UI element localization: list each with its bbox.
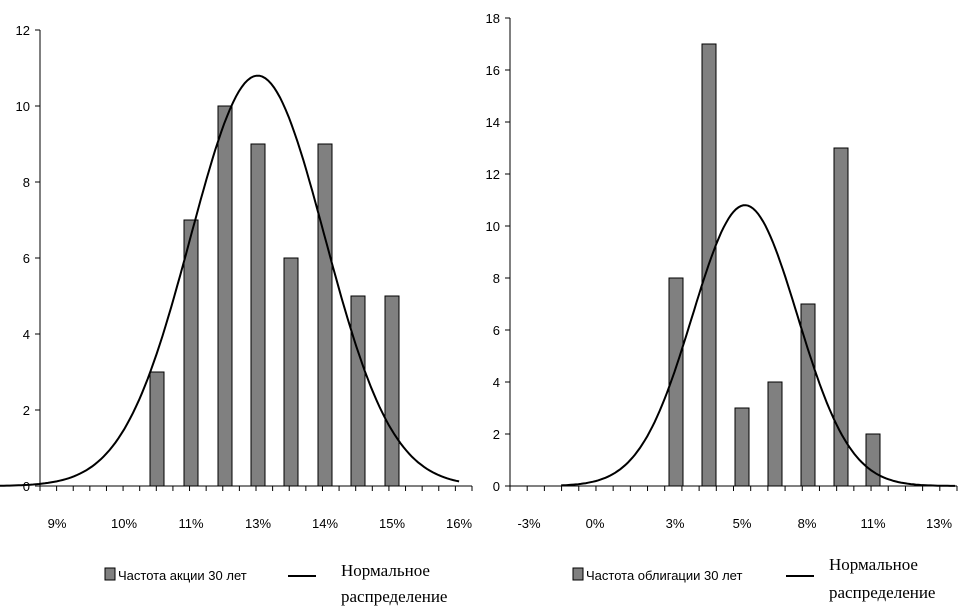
x-tick-label: 10%: [111, 516, 137, 531]
y-tick-label: 12: [486, 167, 500, 182]
bar: [283, 257, 299, 487]
bar: [350, 295, 366, 487]
bars: [149, 105, 400, 487]
x-tick-label: 5%: [733, 516, 752, 531]
chart-bonds: 0 2 4 6 8 10 12 14 16 18 -3% 0% 3% 5% 8% 11% 13% Частота …: [483, 0, 966, 607]
y-tick-label: 4: [493, 375, 500, 390]
bar: [833, 147, 849, 487]
y-tick-label: 10: [16, 99, 30, 114]
legend-bar-label: Частота акции 30 лет: [118, 568, 247, 583]
x-tick-label: 13%: [245, 516, 271, 531]
bar: [384, 295, 400, 487]
y-tick-label: 12: [16, 23, 30, 38]
legend: Частота облигации 30 лет Нормальное распре…: [572, 555, 935, 602]
bars: [668, 43, 881, 487]
bar: [865, 433, 881, 487]
x-tick-label: 8%: [798, 516, 817, 531]
bar: [734, 407, 750, 487]
y-tick-label: 8: [23, 175, 30, 190]
bar: [250, 143, 266, 487]
legend: Частота акции 30 лет Нормальное распределе…: [104, 561, 447, 606]
bar: [668, 277, 684, 487]
y-tick-label: 16: [486, 63, 500, 78]
x-tick-label: -3%: [517, 516, 541, 531]
x-tick-label: 11%: [860, 516, 885, 531]
legend-bar-swatch: [104, 567, 116, 581]
y-tick-label: 18: [486, 11, 500, 26]
bar: [183, 219, 199, 487]
x-tick-label: 3%: [666, 516, 685, 531]
legend-line-label-1: Нормальное: [341, 561, 430, 580]
y-tick-label: 0: [493, 479, 500, 494]
axes: 0 2 4 6 8 10 12 14 16 18 -3% 0% 3% 5% 8% 11% 13%: [486, 11, 958, 531]
x-tick-label: 16%: [446, 516, 472, 531]
legend-line-label-1: Нормальное: [829, 555, 918, 574]
y-tick-label: 2: [23, 403, 30, 418]
y-tick-label: 10: [486, 219, 500, 234]
bar: [767, 381, 783, 487]
legend-bar-swatch: [572, 567, 584, 581]
normal-curve: [561, 204, 956, 487]
bar: [800, 303, 816, 487]
y-tick-label: 8: [493, 271, 500, 286]
chart-bonds-svg: 0 2 4 6 8 10 12 14 16 18 -3% 0% 3% 5% 8% 11% 13% Частота …: [486, 11, 958, 602]
bar: [217, 105, 233, 487]
y-tick-label: 6: [23, 251, 30, 266]
x-tick-label: 15%: [379, 516, 405, 531]
x-tick-label: 11%: [178, 516, 203, 531]
y-tick-label: 2: [493, 427, 500, 442]
legend-line-label-2: распределение: [829, 583, 935, 602]
bar: [317, 143, 333, 487]
normal-curve: [0, 74, 460, 487]
y-tick-label: 0: [23, 479, 30, 494]
x-tick-label: 14%: [312, 516, 338, 531]
y-tick-label: 14: [486, 115, 500, 130]
x-tick-label: 13%: [926, 516, 952, 531]
axes: 0 2 4 6 8 10 12 9% 10% 11% 13% 14% 15% 16%: [16, 23, 473, 531]
legend-line-label-2: распределение: [341, 587, 447, 606]
y-tick-label: 6: [493, 323, 500, 338]
bar: [149, 371, 165, 487]
x-tick-label: 9%: [48, 516, 67, 531]
chart-stocks-svg: 0 2 4 6 8 10 12 9% 10% 11% 13% 14% 15% 16% Частота акц…: [0, 23, 473, 606]
y-tick-label: 4: [23, 327, 30, 342]
chart-stocks: 0 2 4 6 8 10 12 9% 10% 11% 13% 14% 15% 16% Частота акц…: [0, 23, 473, 606]
legend-bar-label: Частота облигации 30 лет: [586, 568, 742, 583]
x-tick-label: 0%: [586, 516, 605, 531]
